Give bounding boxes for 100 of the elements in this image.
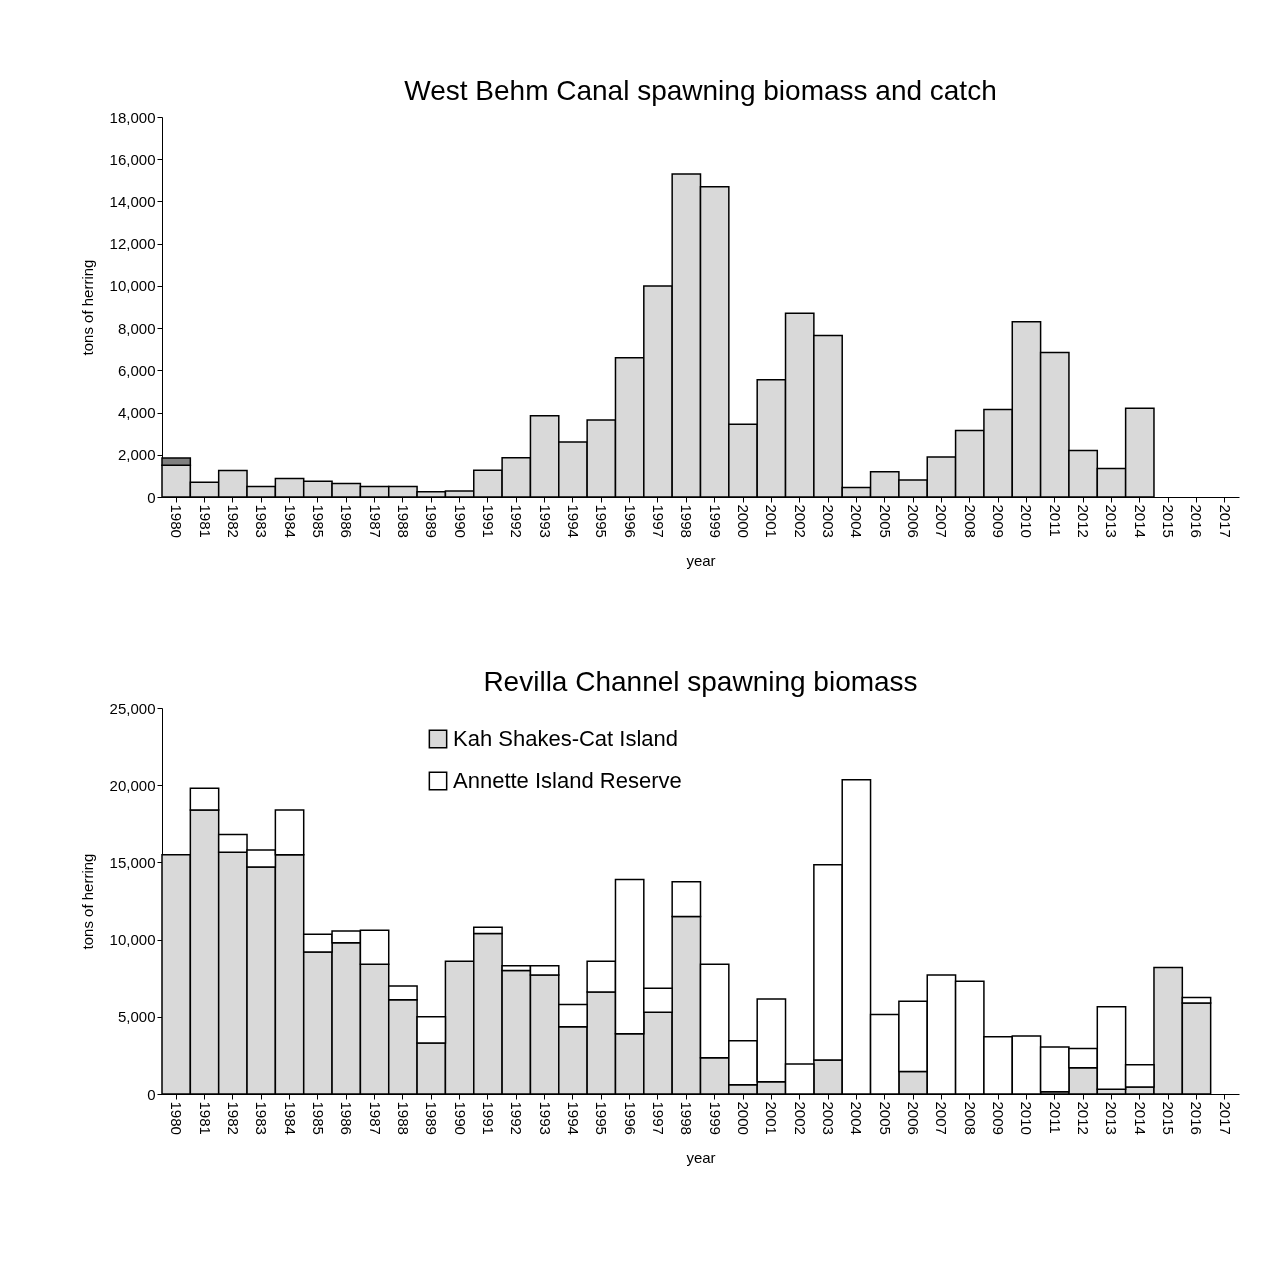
x-tick-label: 2007 — [933, 504, 951, 538]
x-tick-label: 2015 — [1160, 504, 1178, 538]
y-tick-label: 5,000 — [117, 1008, 156, 1026]
x-tick-label: 1994 — [564, 504, 582, 538]
x-tick-label: 2008 — [961, 504, 979, 538]
x-tick-label: 2006 — [905, 504, 923, 538]
x-tick-label: 1982 — [224, 504, 242, 538]
x-tick-label: 2015 — [1160, 1101, 1178, 1135]
x-tick-label: 1988 — [394, 1101, 412, 1135]
x-tick-label: 1980 — [168, 1101, 186, 1135]
x-tick-label: 1992 — [508, 504, 526, 538]
x-tick-label: 1996 — [621, 504, 639, 538]
x-tick-label: 2004 — [848, 1101, 866, 1135]
y-tick-label: 16,000 — [109, 150, 156, 168]
x-tick-label: 1995 — [593, 1101, 611, 1135]
y-tick-label: 10,000 — [109, 277, 156, 295]
x-tick-label: 2002 — [791, 1101, 809, 1135]
y-tick-label: 6,000 — [117, 361, 156, 379]
x-tick-label: 2008 — [961, 1101, 979, 1135]
x-tick-label: 2005 — [876, 504, 894, 538]
x-tick-label: 1981 — [196, 1101, 214, 1135]
x-tick-label: 2003 — [820, 1101, 838, 1135]
y-tick-label: 4,000 — [117, 404, 156, 422]
x-tick-label: 1990 — [451, 1101, 469, 1135]
x-tick-label: 1980 — [168, 504, 186, 538]
x-tick-label: 1999 — [706, 504, 724, 538]
x-tick-label: 2002 — [791, 504, 809, 538]
x-tick-label: 2001 — [763, 504, 781, 538]
x-tick-label: 2014 — [1131, 1101, 1149, 1135]
chart-title: West Behm Canal spawning biomass and catch — [404, 75, 997, 106]
x-tick-label: 1983 — [253, 504, 271, 538]
y-axis-title: tons of herring — [78, 853, 96, 950]
x-tick-label: 1989 — [423, 1101, 441, 1135]
x-tick-label: 1984 — [281, 504, 299, 538]
x-tick-label: 1993 — [536, 504, 554, 538]
x-tick-label: 1994 — [564, 1101, 582, 1135]
y-tick-label: 2,000 — [117, 446, 156, 464]
x-tick-label: 2011 — [1046, 504, 1064, 537]
x-tick-label: 1990 — [451, 504, 469, 538]
x-tick-label: 1995 — [593, 504, 611, 538]
x-tick-label: 1983 — [253, 1101, 271, 1135]
x-tick-label: 1988 — [394, 504, 412, 538]
y-tick-label: 14,000 — [109, 192, 156, 210]
x-tick-label: 1985 — [309, 504, 327, 538]
x-tick-label: 1981 — [196, 504, 214, 538]
x-tick-label: 2010 — [1018, 1101, 1036, 1135]
x-tick-label: 2009 — [990, 1101, 1008, 1135]
x-tick-label: 2009 — [990, 504, 1008, 538]
x-tick-label: 1996 — [621, 1101, 639, 1135]
x-tick-label: 1982 — [224, 1101, 242, 1135]
y-tick-label: 12,000 — [109, 235, 156, 253]
chart-title: Revilla Channel spawning biomass — [483, 666, 918, 697]
x-tick-label: 1997 — [649, 1101, 667, 1135]
x-tick-label: 1984 — [281, 1101, 299, 1135]
x-tick-label: 2003 — [820, 504, 838, 538]
y-tick-label: 10,000 — [109, 931, 156, 949]
y-tick-label: 18,000 — [109, 108, 156, 126]
x-tick-label: 1989 — [423, 504, 441, 538]
x-tick-label: 2011 — [1046, 1101, 1064, 1134]
x-tick-label: 2010 — [1018, 504, 1036, 538]
y-tick-label: 0 — [147, 1085, 156, 1103]
x-tick-label: 2004 — [848, 504, 866, 538]
legend-label: Annette Island Reserve — [453, 768, 682, 793]
x-tick-label: 1986 — [338, 504, 356, 538]
y-tick-label: 15,000 — [109, 853, 156, 871]
x-axis-title: year — [686, 1148, 716, 1166]
x-tick-label: 2000 — [735, 504, 753, 538]
x-tick-label: 2013 — [1103, 504, 1121, 538]
x-tick-label: 1993 — [536, 1101, 554, 1135]
x-tick-label: 2017 — [1216, 1101, 1234, 1135]
x-tick-label: 2007 — [933, 1101, 951, 1135]
x-tick-label: 2005 — [876, 1101, 894, 1135]
y-tick-label: 20,000 — [109, 776, 156, 794]
x-axis-title: year — [686, 551, 716, 569]
x-tick-label: 2000 — [735, 1101, 753, 1135]
x-tick-label: 1998 — [678, 1101, 696, 1135]
x-tick-label: 1986 — [338, 1101, 356, 1135]
x-tick-label: 2012 — [1075, 504, 1093, 538]
y-tick-label: 0 — [147, 488, 156, 506]
x-tick-label: 2016 — [1188, 1101, 1206, 1135]
x-tick-label: 1987 — [366, 504, 384, 538]
x-tick-label: 1992 — [508, 1101, 526, 1135]
x-tick-label: 1997 — [649, 504, 667, 538]
x-tick-label: 2006 — [905, 1101, 923, 1135]
x-tick-label: 1991 — [479, 1101, 497, 1135]
legend-label: Kah Shakes-Cat Island — [453, 726, 679, 751]
x-tick-label: 1999 — [706, 1101, 724, 1135]
x-tick-label: 2001 — [763, 1101, 781, 1135]
y-tick-label: 8,000 — [117, 319, 156, 337]
x-tick-label: 2016 — [1188, 504, 1206, 538]
x-tick-label: 1985 — [309, 1101, 327, 1135]
x-tick-label: 1998 — [678, 504, 696, 538]
x-tick-label: 2017 — [1216, 504, 1234, 538]
x-tick-label: 1991 — [479, 504, 497, 538]
x-tick-label: 2014 — [1131, 504, 1149, 538]
x-tick-label: 2012 — [1075, 1101, 1093, 1135]
y-tick-label: 25,000 — [109, 699, 156, 717]
x-tick-label: 1987 — [366, 1101, 384, 1135]
x-tick-label: 2013 — [1103, 1101, 1121, 1135]
y-axis-title: tons of herring — [78, 259, 96, 356]
